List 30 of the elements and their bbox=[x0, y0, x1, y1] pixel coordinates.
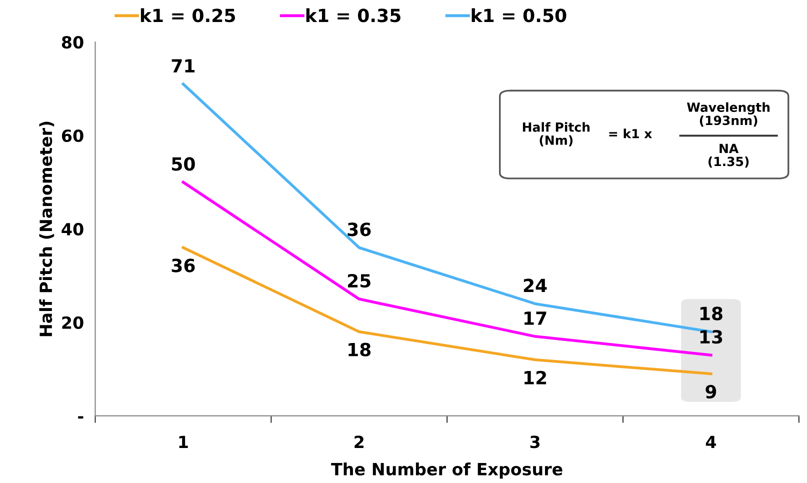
data-label: 36 bbox=[348, 222, 371, 236]
annotation: = k1 x bbox=[609, 128, 652, 138]
x-tick-label: 2 bbox=[354, 436, 364, 448]
data-label: 17 bbox=[524, 312, 546, 325]
y-tick-label: 60 bbox=[62, 129, 84, 142]
y-tick-label: 20 bbox=[62, 316, 84, 329]
legend-label: k1 = 0.50 bbox=[472, 8, 566, 22]
y-tick-label: 40 bbox=[62, 222, 84, 236]
x-tick-label: 1 bbox=[179, 436, 188, 448]
annotation: Wavelength (193nm) bbox=[686, 102, 770, 127]
legend-label: k1 = 0.25 bbox=[140, 8, 235, 22]
x-axis-title: The Number of Exposure bbox=[331, 462, 562, 479]
y-tick-label: 80 bbox=[62, 36, 84, 49]
data-label: 50 bbox=[172, 157, 195, 171]
data-label: 9 bbox=[706, 384, 716, 398]
data-label: 25 bbox=[348, 274, 370, 288]
data-label: 71 bbox=[172, 59, 195, 72]
x-tick-label: 3 bbox=[530, 436, 540, 448]
annotation: Half Pitch (Nm) bbox=[522, 122, 590, 146]
y-axis-title: Half Pitch (Nanometer) bbox=[39, 122, 54, 336]
annotation: NA (1.35) bbox=[708, 144, 749, 168]
data-label: 13 bbox=[700, 330, 722, 344]
data-label: 18 bbox=[348, 342, 371, 356]
legend-label: k1 = 0.35 bbox=[306, 8, 400, 22]
data-label: 36 bbox=[172, 258, 195, 272]
y-tick-label: - bbox=[78, 416, 84, 419]
data-label: 18 bbox=[700, 306, 722, 320]
data-label: 24 bbox=[524, 278, 547, 292]
x-tick-label: 4 bbox=[706, 436, 716, 448]
data-label: 12 bbox=[524, 370, 546, 384]
